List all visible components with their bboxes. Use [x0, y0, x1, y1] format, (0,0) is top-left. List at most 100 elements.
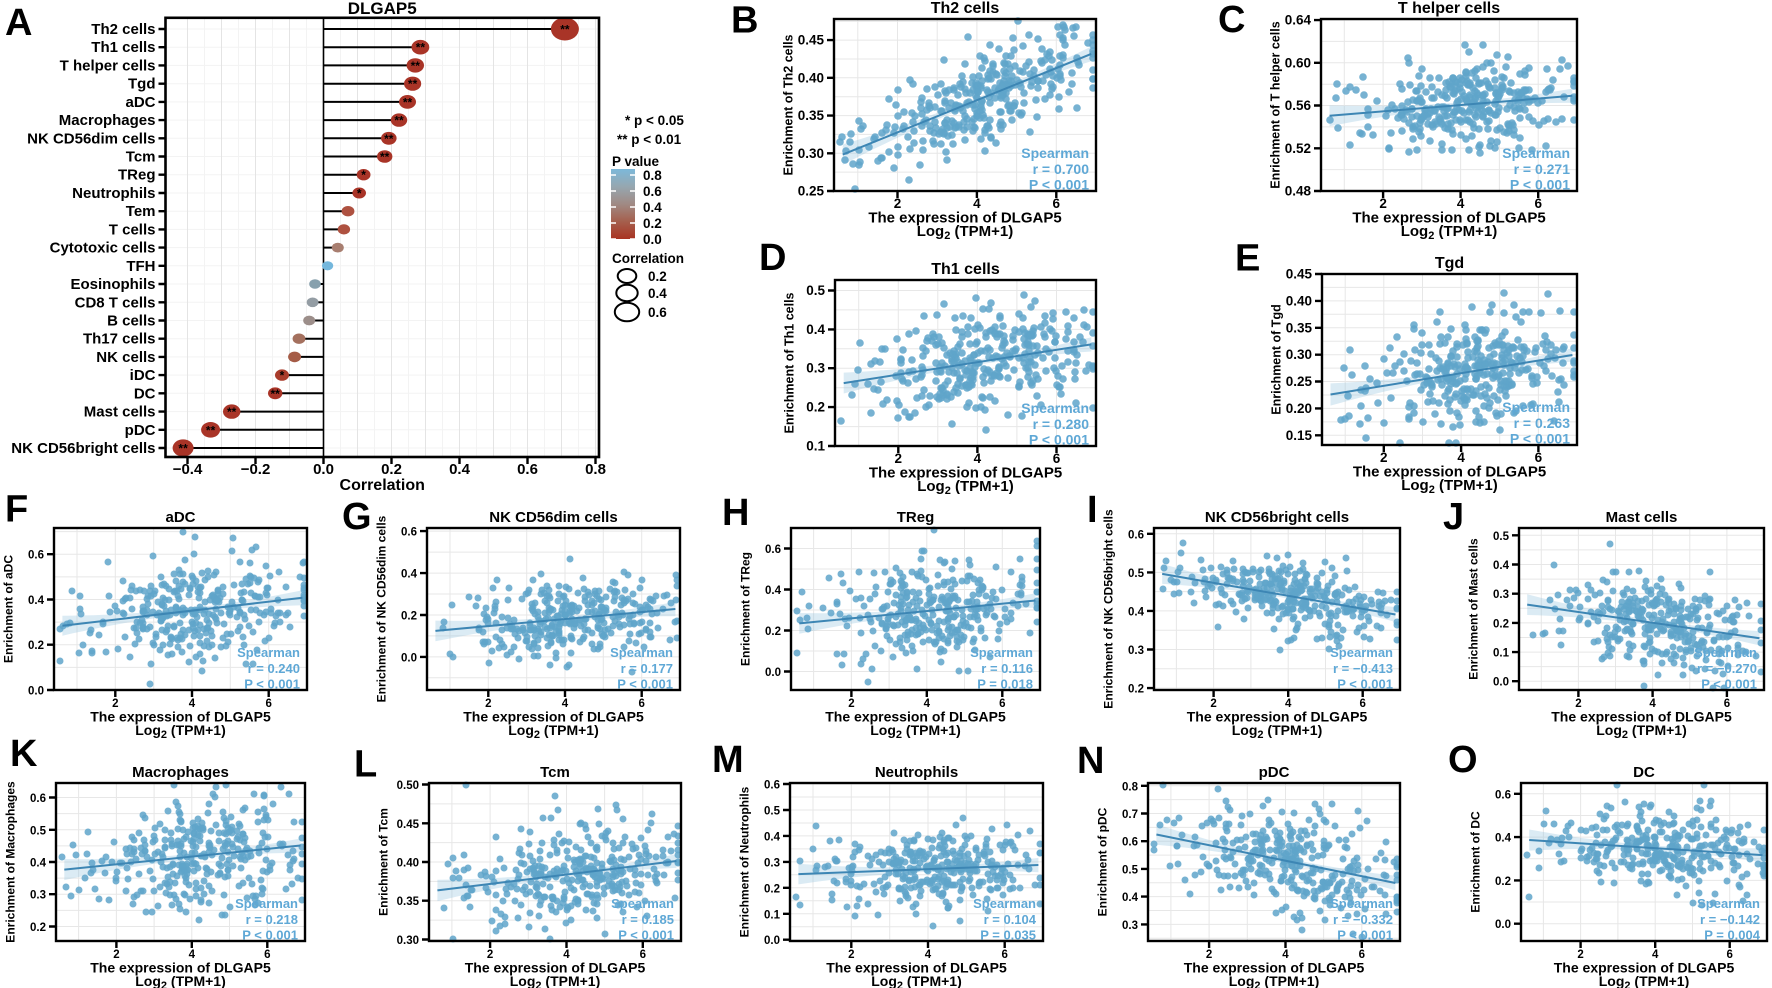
svg-text:T cells: T cells — [109, 221, 156, 238]
svg-text:P < 0.001: P < 0.001 — [1510, 177, 1570, 193]
svg-text:0.60: 0.60 — [1285, 55, 1311, 70]
svg-text:H: H — [722, 492, 749, 534]
svg-text:r = 0.280: r = 0.280 — [1033, 416, 1090, 432]
svg-text:4: 4 — [1457, 450, 1465, 465]
svg-text:6: 6 — [1534, 196, 1542, 211]
svg-text:0.8: 0.8 — [643, 168, 662, 183]
svg-text:NK CD56dim cells: NK CD56dim cells — [489, 509, 617, 526]
svg-text:6: 6 — [1535, 450, 1543, 465]
svg-text:−0.2: −0.2 — [241, 461, 271, 478]
svg-text:0.25: 0.25 — [1286, 374, 1313, 389]
svg-text:r = 0.185: r = 0.185 — [622, 912, 674, 927]
svg-text:0.6: 0.6 — [648, 305, 667, 320]
svg-text:Enrichment of Macrophages: Enrichment of Macrophages — [4, 781, 18, 943]
svg-text:2: 2 — [1210, 698, 1216, 710]
svg-text:0.1: 0.1 — [764, 909, 781, 921]
svg-text:6: 6 — [1001, 949, 1007, 961]
svg-text:Tgd: Tgd — [128, 76, 156, 93]
svg-text:0.40: 0.40 — [397, 858, 419, 870]
svg-text:0.45: 0.45 — [397, 819, 420, 831]
svg-text:0.35: 0.35 — [1286, 320, 1313, 335]
svg-text:0.0: 0.0 — [643, 232, 662, 247]
svg-text:N: N — [1077, 740, 1104, 782]
svg-text:6: 6 — [1053, 451, 1061, 466]
svg-text:Log2 (TPM+1): Log2 (TPM+1) — [917, 223, 1014, 242]
svg-text:2: 2 — [1575, 698, 1581, 710]
svg-text:r = 0.240: r = 0.240 — [248, 661, 300, 676]
svg-text:Enrichment of aDC: Enrichment of aDC — [2, 555, 16, 663]
svg-text:4: 4 — [189, 949, 196, 961]
svg-text:0.0: 0.0 — [313, 461, 334, 478]
svg-text:The expression of DLGAP5: The expression of DLGAP5 — [869, 465, 1062, 482]
svg-text:Spearman: Spearman — [1502, 399, 1570, 415]
svg-text:0.6: 0.6 — [643, 184, 662, 199]
svg-text:Enrichment of NK CD56bright ce: Enrichment of NK CD56bright cells — [1102, 509, 1116, 709]
svg-text:Spearman: Spearman — [610, 645, 673, 660]
svg-text:aDC: aDC — [125, 94, 155, 111]
svg-text:Macrophages: Macrophages — [132, 764, 229, 781]
svg-text:Log2 (TPM+1): Log2 (TPM+1) — [135, 973, 226, 988]
svg-text:Neutrophils: Neutrophils — [875, 764, 958, 781]
svg-text:Spearman: Spearman — [611, 896, 674, 911]
svg-text:The expression of DLGAP5: The expression of DLGAP5 — [868, 210, 1061, 227]
svg-text:0.6: 0.6 — [765, 544, 781, 556]
svg-text:0.1: 0.1 — [1493, 648, 1510, 660]
svg-text:2: 2 — [113, 949, 119, 961]
svg-text:I: I — [1087, 489, 1098, 531]
svg-text:0.6: 0.6 — [1128, 529, 1144, 541]
svg-text:0.56: 0.56 — [1285, 98, 1312, 113]
svg-text:0.4: 0.4 — [1122, 892, 1139, 904]
svg-text:r = 0.218: r = 0.218 — [246, 912, 298, 927]
svg-text:6: 6 — [1053, 196, 1061, 211]
svg-text:CD8 T cells: CD8 T cells — [75, 294, 156, 311]
svg-text:6: 6 — [265, 698, 271, 710]
svg-text:M: M — [712, 739, 744, 781]
svg-text:The expression of DLGAP5: The expression of DLGAP5 — [826, 960, 1007, 976]
svg-text:*: * — [280, 369, 285, 383]
svg-text:2: 2 — [485, 698, 491, 710]
svg-text:r = 0.700: r = 0.700 — [1033, 161, 1090, 177]
svg-text:Spearman: Spearman — [237, 645, 300, 660]
svg-text:6: 6 — [1724, 698, 1730, 710]
svg-text:r = 0.116: r = 0.116 — [981, 661, 1033, 676]
svg-text:Mast cells: Mast cells — [1606, 509, 1678, 526]
svg-text:T helper cells: T helper cells — [60, 57, 156, 74]
svg-text:4: 4 — [973, 196, 981, 211]
svg-text:DLGAP5: DLGAP5 — [348, 0, 417, 18]
svg-text:4: 4 — [1282, 949, 1289, 961]
svg-text:Enrichment of Mast cells: Enrichment of Mast cells — [1467, 538, 1481, 680]
svg-text:Th1 cells: Th1 cells — [931, 261, 1000, 278]
svg-text:Enrichment of Neutrophils: Enrichment of Neutrophils — [738, 786, 752, 937]
svg-text:Spearman: Spearman — [1021, 400, 1089, 416]
svg-text:aDC: aDC — [165, 509, 195, 526]
svg-text:0.2: 0.2 — [764, 883, 780, 895]
svg-text:0.0: 0.0 — [765, 667, 781, 679]
svg-text:0.35: 0.35 — [798, 108, 825, 123]
svg-text:0.2: 0.2 — [381, 461, 402, 478]
svg-text:6: 6 — [640, 949, 646, 961]
svg-text:Log2 (TPM+1): Log2 (TPM+1) — [1229, 973, 1320, 988]
svg-text:Spearman: Spearman — [1330, 896, 1393, 911]
svg-text:* p < 0.05: * p < 0.05 — [625, 113, 684, 128]
svg-text:T helper cells: T helper cells — [1398, 0, 1500, 17]
svg-text:Th1 cells: Th1 cells — [91, 39, 155, 56]
svg-text:2: 2 — [1380, 450, 1388, 465]
svg-text:Enrichment of NK CD56dim cells: Enrichment of NK CD56dim cells — [375, 515, 389, 702]
svg-text:P < 0.001: P < 0.001 — [617, 677, 673, 692]
svg-text:Cytotoxic cells: Cytotoxic cells — [50, 240, 156, 257]
svg-text:Th2 cells: Th2 cells — [931, 0, 1000, 17]
svg-text:0.50: 0.50 — [397, 780, 419, 792]
svg-text:P < 0.001: P < 0.001 — [1510, 431, 1570, 447]
svg-text:0.0: 0.0 — [401, 652, 417, 664]
svg-text:0.15: 0.15 — [1286, 428, 1313, 443]
svg-text:4: 4 — [1285, 698, 1292, 710]
svg-text:**: ** — [380, 150, 390, 164]
svg-text:0.3: 0.3 — [1128, 645, 1144, 657]
svg-text:The expression of DLGAP5: The expression of DLGAP5 — [90, 960, 271, 976]
svg-text:P < 0.001: P < 0.001 — [1701, 677, 1757, 692]
svg-text:Spearman: Spearman — [970, 645, 1033, 660]
svg-text:** p < 0.01: ** p < 0.01 — [617, 132, 682, 147]
svg-text:0.4: 0.4 — [765, 585, 782, 597]
svg-text:0.8: 0.8 — [1122, 781, 1139, 793]
svg-text:Enrichment of Tgd: Enrichment of Tgd — [1270, 304, 1284, 414]
